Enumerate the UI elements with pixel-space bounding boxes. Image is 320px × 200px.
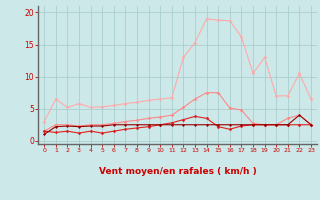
X-axis label: Vent moyen/en rafales ( km/h ): Vent moyen/en rafales ( km/h ) [99,167,256,176]
